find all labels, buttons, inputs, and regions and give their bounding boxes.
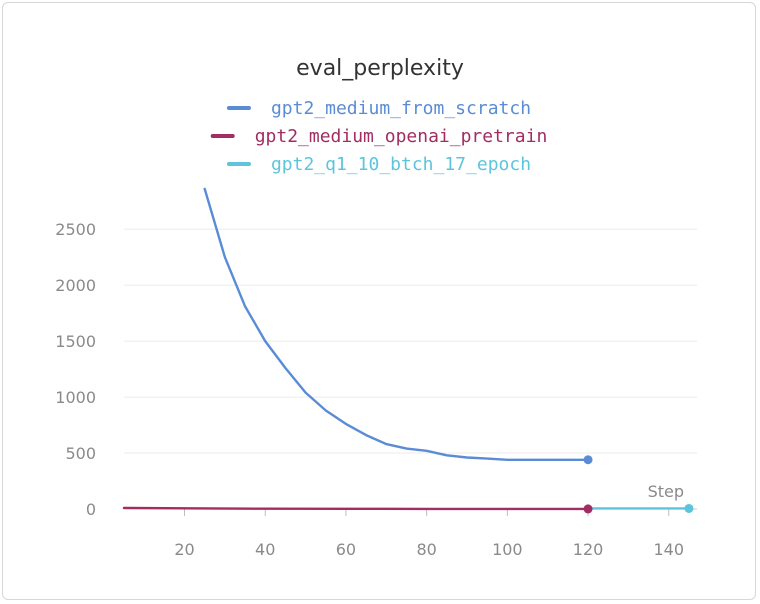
x-tick-label-120: 120 bbox=[573, 540, 604, 559]
y-tick-label-1500: 1500 bbox=[55, 332, 96, 351]
x-tick-label-20: 20 bbox=[174, 540, 194, 559]
series-endpoint-gpt2_medium_openai_pretrain bbox=[583, 504, 593, 514]
y-tick-label-2000: 2000 bbox=[55, 276, 96, 295]
series-endpoint-gpt2_medium_from_scratch bbox=[583, 455, 593, 465]
y-tick-label-2500: 2500 bbox=[55, 220, 96, 239]
legend-label-gpt2_medium_openai_pretrain[interactable]: gpt2_medium_openai_pretrain bbox=[255, 126, 548, 147]
series-line-gpt2_medium_from_scratch bbox=[203, 187, 590, 461]
x-tick-label-80: 80 bbox=[416, 540, 436, 559]
x-tick-label-40: 40 bbox=[255, 540, 275, 559]
legend-label-gpt2_q1_10_btch_17_epoch[interactable]: gpt2_q1_10_btch_17_epoch bbox=[271, 154, 531, 175]
y-tick-label-1000: 1000 bbox=[55, 388, 96, 407]
y-tick-label-0: 0 bbox=[86, 500, 96, 519]
legend-label-gpt2_medium_from_scratch[interactable]: gpt2_medium_from_scratch bbox=[271, 98, 531, 119]
grid bbox=[124, 228, 697, 454]
x-axis-label: Step bbox=[648, 482, 684, 501]
series-line-gpt2_medium_openai_pretrain bbox=[122, 506, 590, 511]
chart-title: eval_perplexity bbox=[296, 56, 464, 81]
x-tick-label-60: 60 bbox=[336, 540, 356, 559]
y-tick-label-500: 500 bbox=[65, 444, 96, 463]
x-tick-label-100: 100 bbox=[492, 540, 523, 559]
series-layer bbox=[122, 187, 694, 514]
series-endpoint-gpt2_q1_10_btch_17_epoch bbox=[684, 503, 694, 513]
legend: gpt2_medium_from_scratch gpt2_medium_open… bbox=[210, 98, 548, 175]
x-tick-label-140: 140 bbox=[653, 540, 684, 559]
